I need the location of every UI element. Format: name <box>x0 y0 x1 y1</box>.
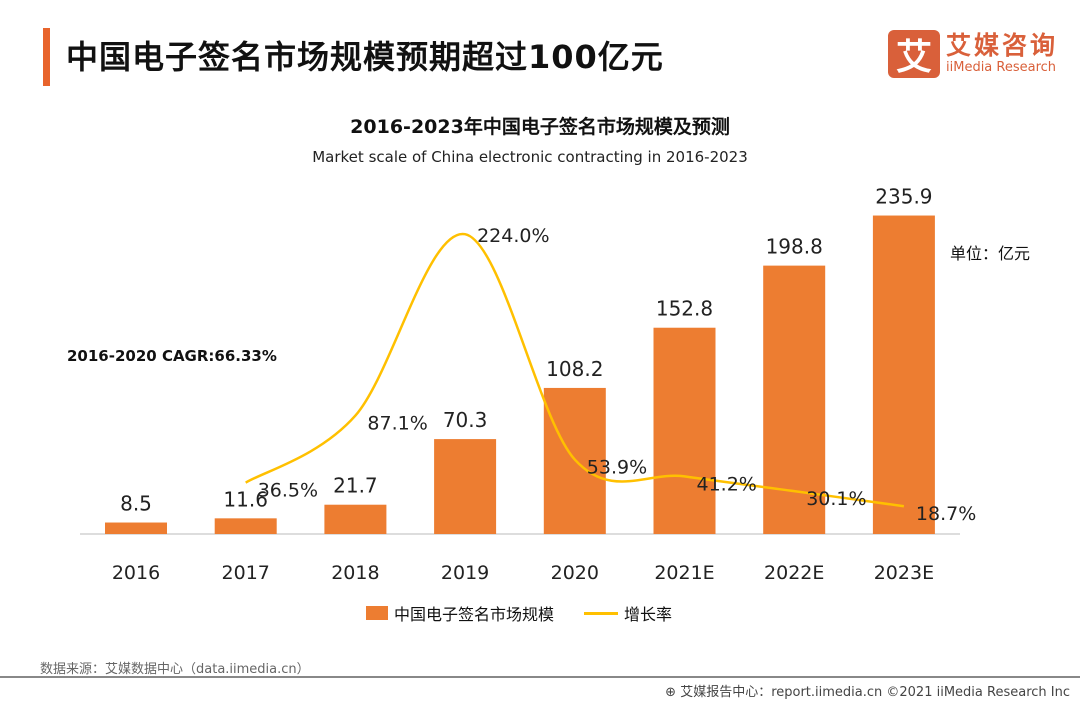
legend: 中国电子签名市场规模 增长率 <box>366 601 672 625</box>
x-tick-label: 2022E <box>764 562 824 584</box>
growth-rate-label: 87.1% <box>367 413 427 435</box>
data-source: 数据来源：艾媒数据中心（data.iimedia.cn） <box>40 662 310 677</box>
x-tick-label: 2019 <box>441 562 489 584</box>
footer-report: 艾媒报告中心：report.iimedia.cn ©2021 iiMedia R… <box>680 685 1070 700</box>
growth-rate-label: 36.5% <box>258 480 318 502</box>
footer-divider <box>0 676 1080 678</box>
footer-credit: ⊕ 艾媒报告中心：report.iimedia.cn ©2021 iiMedia… <box>665 685 1070 700</box>
unit-label: 单位：亿元 <box>950 244 1031 263</box>
chart-title: 2016-2023年中国电子签名市场规模及预测 <box>350 116 730 138</box>
logo-mark: 艾 <box>888 30 940 78</box>
x-tick-label: 2017 <box>222 562 270 584</box>
chart-subtitle: Market scale of China electronic contrac… <box>312 148 748 166</box>
growth-rate-label: 224.0% <box>477 225 549 247</box>
bar-value-label: 152.8 <box>656 297 713 321</box>
logo-en: iiMedia Research <box>946 60 1057 75</box>
x-tick-label: 2020 <box>551 562 599 584</box>
bar-value-label: 70.3 <box>443 408 488 432</box>
bar-value-label: 11.6 <box>223 487 268 511</box>
bar <box>105 522 167 534</box>
growth-rate-label: 18.7% <box>916 503 976 525</box>
legend-bar-swatch <box>366 606 388 620</box>
bar <box>214 518 277 534</box>
legend-line-label: 增长率 <box>624 605 673 624</box>
legend-line-swatch <box>584 611 619 615</box>
growth-rate-label: 53.9% <box>587 457 647 479</box>
bar-value-label: 235.9 <box>875 185 932 209</box>
page-title: 中国电子签名市场规模预期超过100亿元 <box>66 38 664 76</box>
bar <box>324 504 387 534</box>
bar-value-label: 198.8 <box>766 235 823 259</box>
growth-rate-label: 41.2% <box>697 473 757 495</box>
bar <box>872 215 935 534</box>
bar-value-label: 8.5 <box>120 492 152 516</box>
bar <box>434 439 497 534</box>
cagr-annotation: 2016-2020 CAGR:66.33% <box>67 347 277 365</box>
logo-cn: 艾媒咨询 <box>946 31 1059 60</box>
bar-value-label: 108.2 <box>546 357 603 381</box>
title-accent-bar <box>43 28 50 86</box>
bar <box>653 327 716 534</box>
bar-value-label: 21.7 <box>333 474 378 498</box>
legend-bar-label: 中国电子签名市场规模 <box>394 605 555 624</box>
x-tick-label: 2021E <box>654 562 714 584</box>
logo: 艾 艾媒咨询 iiMedia Research <box>888 30 1058 78</box>
x-tick-label: 2016 <box>112 562 160 584</box>
x-tick-label: 2023E <box>874 562 934 584</box>
growth-rate-line <box>245 232 905 508</box>
x-tick-label: 2018 <box>331 562 379 584</box>
growth-rate-label: 30.1% <box>806 488 866 510</box>
